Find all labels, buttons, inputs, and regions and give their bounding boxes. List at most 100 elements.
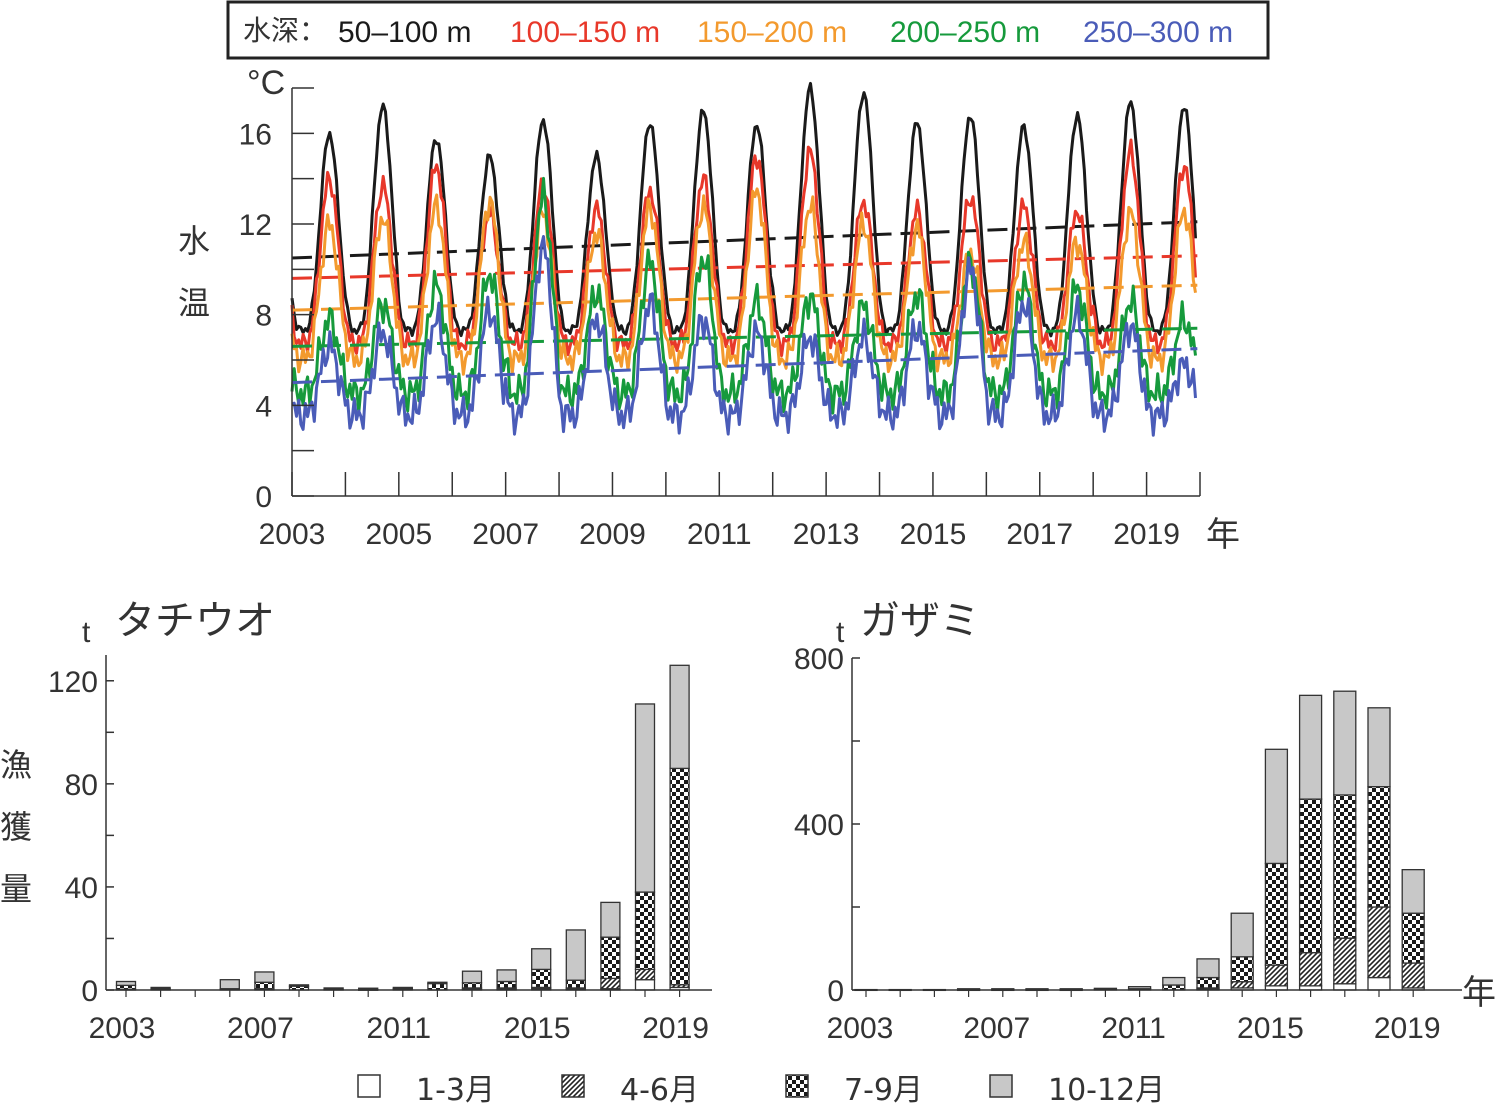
tachiuo-bar-2007-7-9月 — [254, 981, 275, 990]
tachiuo-x-tick-label: 2019 — [642, 1012, 709, 1045]
gazami-y-tick-label: 400 — [794, 809, 844, 842]
season-legend-swatch-1-3月 — [357, 1074, 381, 1098]
tachiuo-bars — [115, 664, 690, 991]
tachiuo-bar-2008-10-12月 — [288, 984, 310, 987]
tachiuo-bar-2016-7-9月 — [565, 979, 586, 989]
depth-legend-prefix: 水深： — [243, 14, 327, 47]
trend-line-250–300 m — [291, 347, 1198, 385]
temp-x-tick-label: 2013 — [793, 518, 860, 551]
gazami-bar-2018-7-9月 — [1367, 786, 1391, 908]
tachiuo-y-tick-label: 120 — [48, 666, 98, 699]
tachiuo-catch-chart: t タチウオ 漁獲量 0 40 80 120 2003 2007 2011 2015 2019 — [0, 598, 712, 1045]
season-legend-label: 4-6月 — [620, 1073, 699, 1106]
gazami-bar-2018-10-12月 — [1367, 707, 1391, 788]
tachiuo-axes: 0 40 80 120 2003 2007 2011 2015 2019 — [48, 655, 712, 1045]
depth-legend: 水深： 50–100 m 100–150 m 150–200 m 200–250… — [226, 0, 1270, 60]
gazami-bar-2017-1-3月 — [1333, 983, 1357, 991]
legend-label-100-150: 100–150 m — [510, 16, 660, 49]
tachiuo-bar-2018-1-3月 — [634, 979, 656, 991]
gazami-bar-2013-10-12月 — [1196, 958, 1220, 979]
tachiuo-y-tick-label: 40 — [65, 872, 98, 905]
tachiuo-bar-2007-10-12月 — [254, 971, 275, 983]
season-legend-label: 1-3月 — [416, 1073, 495, 1106]
gazami-bar-2017-7-9月 — [1333, 794, 1357, 939]
gazami-bar-2017-10-12月 — [1333, 690, 1357, 796]
tachiuo-ylabel: 漁獲量 — [0, 746, 32, 908]
tachiuo-bar-2017-4-6月 — [600, 977, 621, 990]
tachiuo-bar-2018-10-12月 — [634, 703, 656, 893]
tachiuo-x-tick-label: 2003 — [89, 1012, 156, 1045]
temp-x-tick-label: 2019 — [1113, 518, 1180, 551]
tachiuo-bar-2015-7-9月 — [531, 968, 552, 989]
temp-unit-label: °C — [247, 64, 285, 102]
gazami-bar-2015-10-12月 — [1264, 748, 1289, 865]
temp-axes: 0 4 8 12 16 2003 2005 2007 2009 2011 2013 2015 2017 2… — [239, 87, 1201, 551]
gazami-x-tick-label: 2003 — [827, 1012, 894, 1045]
gazami-bar-2016-4-6月 — [1298, 952, 1323, 987]
temp-xunit-label: 年 — [1206, 515, 1240, 555]
tachiuo-bar-2013-7-9月 — [461, 982, 483, 989]
season-legend-label: 10-12月 — [1048, 1073, 1165, 1106]
legend-label-150-200: 150–200 m — [697, 16, 847, 49]
legend-label-200-250: 200–250 m — [890, 16, 1040, 49]
gazami-bar-2019-7-9月 — [1401, 912, 1425, 964]
season-legend-swatch-10-12月 — [989, 1074, 1013, 1098]
gazami-bar-2019-10-12月 — [1401, 869, 1425, 914]
gazami-y-tick-label: 0 — [827, 975, 844, 1008]
tachiuo-bar-2013-10-12月 — [461, 970, 483, 984]
gazami-title: ガザミ — [860, 598, 980, 644]
temp-x-tick-label: 2007 — [472, 518, 539, 551]
tachiuo-bar-2012-7-9月 — [427, 982, 448, 991]
gazami-bar-2015-7-9月 — [1264, 862, 1289, 966]
tachiuo-x-tick-label: 2015 — [504, 1012, 571, 1045]
temp-x-tick-label: 2005 — [365, 518, 432, 551]
legend-label-50-100: 50–100 m — [338, 16, 471, 49]
temp-x-tick-label: 2011 — [687, 518, 752, 551]
gazami-catch-chart: t ガザミ 0 400 800 2003 2007 2011 2015 2019 年 — [794, 598, 1496, 1045]
temp-y-tick-label: 12 — [239, 209, 272, 242]
gazami-bar-2012-10-12月 — [1162, 976, 1186, 986]
tachiuo-bar-2015-10-12月 — [531, 948, 552, 971]
gazami-bar-2018-1-3月 — [1367, 976, 1391, 991]
gazami-bar-2014-4-6月 — [1230, 981, 1254, 989]
gazami-unit-label: t — [836, 616, 845, 649]
tachiuo-bar-2014-7-9月 — [496, 980, 517, 989]
tachiuo-bar-2019-10-12月 — [669, 664, 690, 770]
temp-y-tick-label: 0 — [255, 481, 272, 514]
series-line-150–200 m — [290, 187, 1197, 377]
gazami-bar-2010-10-12月 — [1093, 987, 1118, 990]
tachiuo-bar-2011-10-12月 — [392, 986, 413, 990]
gazami-bar-2014-7-9月 — [1230, 956, 1254, 983]
gazami-x-tick-label: 2007 — [963, 1012, 1030, 1045]
gazami-bar-2011-10-12月 — [1127, 986, 1152, 990]
gazami-bar-2013-7-9月 — [1196, 976, 1220, 989]
temp-x-tick-label: 2015 — [900, 518, 967, 551]
legend-label-250-300: 250–300 m — [1083, 16, 1233, 49]
tachiuo-y-tick-label: 0 — [81, 975, 98, 1008]
tachiuo-x-tick-label: 2011 — [367, 1012, 432, 1045]
gazami-x-tick-label: 2019 — [1374, 1012, 1441, 1045]
gazami-axes: 0 400 800 2003 2007 2011 2015 2019 — [794, 643, 1462, 1045]
series-line-50–100 m — [290, 81, 1197, 338]
season-legend: 1-3月 4-6月 7-9月 10-12月 — [357, 1073, 1165, 1106]
tachiuo-bar-2017-10-12月 — [600, 901, 621, 938]
depth-legend-frame — [226, 0, 1270, 60]
tachiuo-bar-2018-7-9月 — [634, 891, 656, 971]
series-line-250–300 m — [291, 235, 1197, 437]
tachiuo-x-tick-label: 2007 — [227, 1012, 294, 1045]
temp-ylabel: 水温 — [178, 222, 210, 322]
temp-x-tick-label: 2009 — [579, 518, 646, 551]
gazami-bar-2015-4-6月 — [1264, 964, 1289, 987]
temp-x-tick-label: 2003 — [259, 518, 326, 551]
tachiuo-y-tick-label: 80 — [65, 769, 98, 802]
temp-series-layer — [290, 81, 1198, 437]
water-temperature-chart: °C 水温 0 4 8 12 16 2003 2005 2007 2009 2011 2013 201… — [178, 64, 1240, 555]
gazami-bar-2019-4-6月 — [1401, 962, 1425, 989]
gazami-x-tick-label: 2015 — [1237, 1012, 1304, 1045]
season-legend-swatch-4-6月 — [561, 1074, 585, 1098]
tachiuo-title: タチウオ — [115, 598, 275, 644]
tachiuo-bar-2006-10-12月 — [219, 979, 240, 990]
gazami-x-tick-label: 2011 — [1101, 1012, 1166, 1045]
tachiuo-bar-2017-7-9月 — [600, 936, 621, 980]
